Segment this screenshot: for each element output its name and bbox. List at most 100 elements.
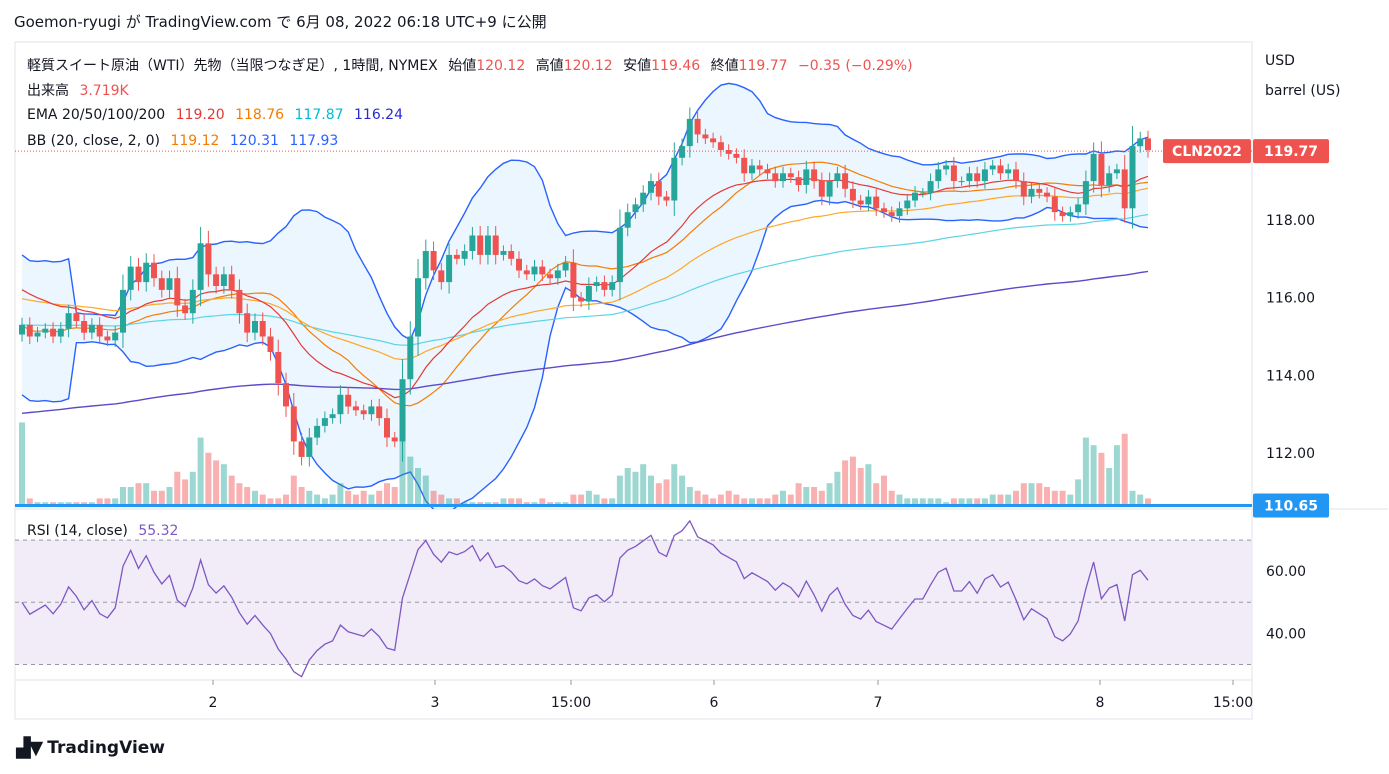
volume-bar	[422, 475, 429, 506]
volume-bar	[1028, 483, 1035, 506]
volume-bar	[609, 498, 616, 506]
candle-body	[26, 324, 33, 337]
candle-body	[733, 153, 740, 158]
candle-body	[477, 235, 484, 255]
ema20-line	[21, 175, 1149, 399]
tradingview-logo[interactable]: ▟▼ TradingView	[16, 737, 165, 759]
legend-ema-row[interactable]: EMA 20/50/100/200 119.20 118.76 117.87 1…	[27, 107, 409, 123]
candle-body	[989, 165, 996, 170]
volume-bar	[220, 464, 227, 506]
candle-body	[593, 282, 600, 286]
volume-bar	[174, 471, 181, 506]
volume-bar	[1059, 490, 1066, 506]
candle-body	[88, 324, 95, 333]
candle-body	[345, 394, 352, 407]
candle-body	[523, 270, 530, 275]
volume-bar	[997, 494, 1004, 506]
volume-bar	[694, 490, 701, 506]
volume-bar	[213, 460, 220, 506]
legend-bb-row[interactable]: BB (20, close, 2, 0) 119.12 120.31 117.9…	[27, 133, 344, 149]
candle-body	[1145, 138, 1151, 151]
volume-bar	[407, 456, 414, 506]
volume-bar	[1137, 494, 1144, 506]
volume-bar	[430, 490, 437, 506]
candle-body	[811, 169, 818, 182]
candle-body	[81, 321, 88, 333]
candle-body	[430, 251, 437, 271]
volume-bar	[842, 460, 849, 506]
candle-body	[368, 406, 375, 415]
candle-body	[120, 289, 126, 333]
volume-bar	[640, 464, 647, 506]
price-tick-label: 116.00	[1266, 291, 1315, 307]
candle-body	[865, 196, 872, 205]
volume-bar	[252, 490, 258, 506]
candle-body	[57, 328, 64, 337]
volume-bar	[570, 494, 577, 506]
ohlc-close: 終値119.77	[710, 58, 788, 74]
volume-bar	[399, 437, 406, 506]
candle-body	[321, 418, 328, 426]
candle-body	[1090, 153, 1097, 182]
time-tick-label: 15:00	[1213, 695, 1253, 711]
volume-bar	[663, 479, 670, 506]
volume-bar	[197, 437, 204, 506]
volume-bar	[865, 464, 872, 506]
candle-body	[19, 324, 25, 335]
volume-bar	[935, 498, 942, 506]
candle-body	[236, 289, 243, 314]
candle-body	[1059, 212, 1066, 217]
price-tick-label: 114.00	[1266, 368, 1315, 384]
candle-body	[904, 200, 911, 209]
volume-bar	[919, 498, 926, 506]
candle-body	[772, 173, 779, 182]
legend-rsi-row[interactable]: RSI (14, close) 55.32	[27, 523, 184, 539]
volume-bar	[158, 490, 165, 506]
volume-bar	[927, 498, 934, 506]
candle-body	[500, 251, 507, 255]
volume-bar	[873, 483, 880, 506]
bb-basis-value: 119.12	[170, 133, 220, 149]
time-tick-label: 3	[431, 695, 440, 711]
candle-body	[1005, 169, 1012, 174]
candle-body	[220, 274, 227, 286]
rsi-value: 55.32	[138, 523, 179, 539]
volume-bar	[710, 498, 717, 506]
candle-body	[329, 414, 336, 419]
volume-bar	[508, 498, 515, 506]
candle-body	[539, 266, 546, 275]
candle-body	[290, 406, 297, 442]
ema-label: EMA 20/50/100/200	[27, 107, 166, 123]
volume-bar	[120, 487, 126, 506]
volume-bar	[1044, 487, 1050, 506]
candlesticks[interactable]	[19, 107, 1151, 467]
hline-price-tag: 110.65	[1253, 493, 1329, 518]
candle-body	[663, 196, 670, 201]
candle-body	[384, 418, 390, 438]
candle-body	[1044, 192, 1050, 197]
currency-label: USD	[1265, 53, 1295, 69]
candle-body	[1082, 181, 1089, 205]
candle-body	[1028, 188, 1035, 197]
candle-body	[780, 173, 786, 182]
candle-body	[842, 173, 849, 189]
volume-bar	[415, 468, 421, 506]
candle-body	[616, 227, 623, 283]
volume-bar	[539, 498, 546, 506]
candle-body	[438, 270, 445, 283]
volume-bar	[96, 498, 103, 506]
volume-bar	[1036, 483, 1043, 506]
rsi-ticks: 60.00 40.00	[1266, 564, 1306, 642]
candle-body	[407, 336, 414, 380]
volume-bar	[749, 498, 755, 506]
volume-bar	[298, 487, 305, 506]
candle-body	[943, 165, 950, 170]
volume-bar	[655, 483, 662, 506]
candle-body	[1129, 146, 1136, 209]
candle-body	[135, 266, 142, 283]
ema-lines	[21, 175, 1149, 414]
unit-label: barrel (US)	[1265, 83, 1340, 99]
candle-body	[919, 192, 926, 194]
volume-bar	[205, 452, 212, 506]
